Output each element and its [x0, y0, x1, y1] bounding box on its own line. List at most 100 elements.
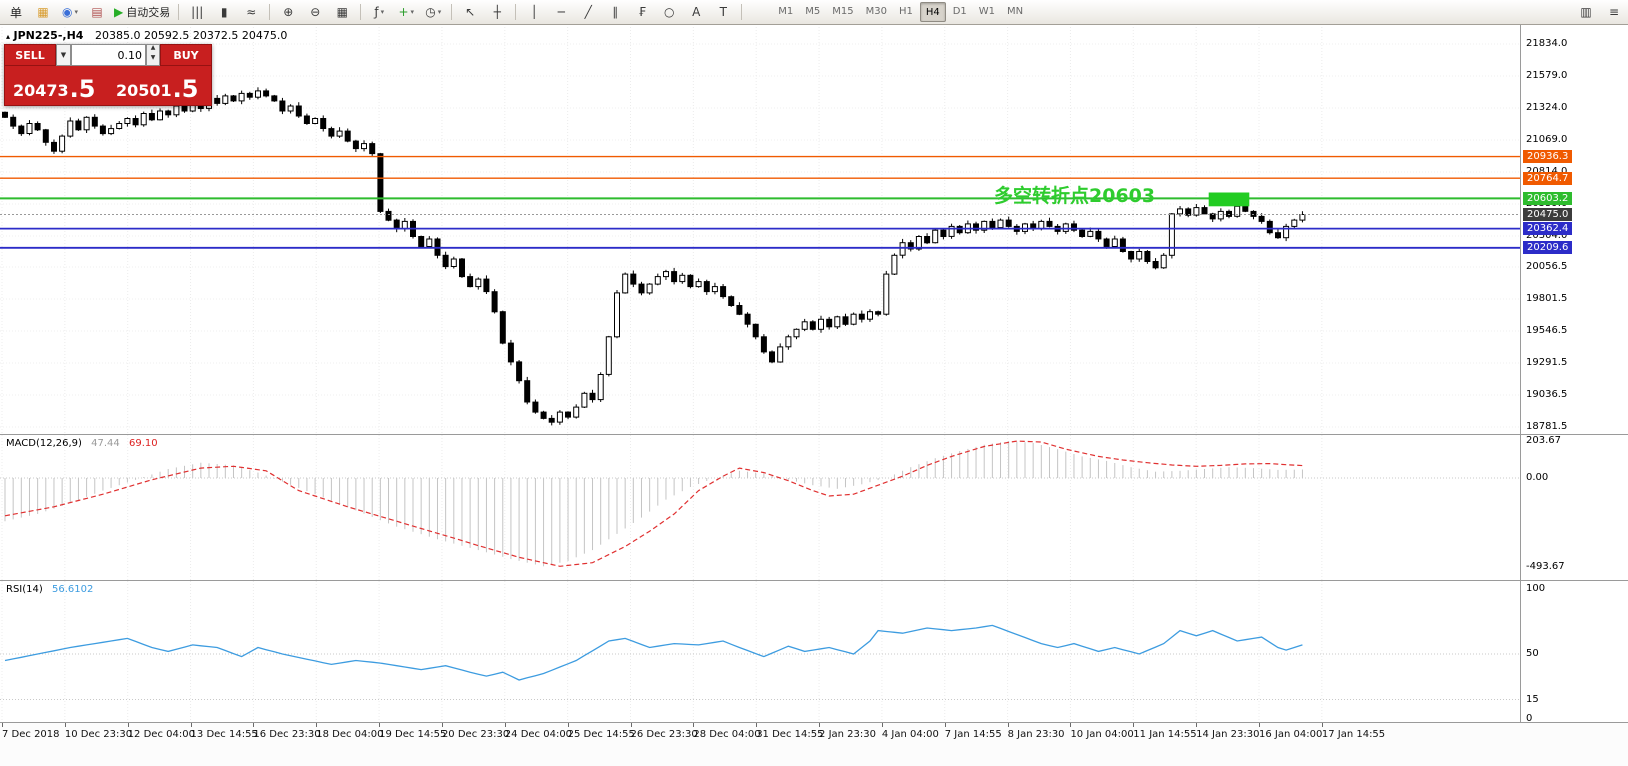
profile-icon[interactable]: ◉ ▾ [62, 5, 78, 19]
candlestick-chart-icon[interactable]: ▮ [220, 5, 228, 19]
price-scale[interactable]: 21834.021579.021324.021069.020814.020559… [1520, 24, 1628, 434]
tile-windows-icon[interactable]: ▦ [336, 5, 348, 19]
ellipse-icon[interactable]: ○ [663, 5, 675, 19]
cursor-icon[interactable]: ↖ [465, 5, 476, 19]
macd-histogram [4, 441, 1303, 567]
chart-list-icon[interactable]: ▥ [1580, 5, 1592, 19]
autotrading-button[interactable]: ▶ 自动交易 [114, 5, 171, 19]
new-order-button[interactable]: 单 [9, 5, 22, 20]
volume-input[interactable]: 0.10 [71, 44, 146, 66]
macd-scale[interactable]: 203.67 0.00 -493.67 [1520, 434, 1628, 580]
price-axis-label: 19291.5 [1526, 357, 1568, 368]
volume-down-icon[interactable]: ▼ [150, 54, 156, 61]
timeframe-m15[interactable]: M15 [832, 5, 854, 17]
trendline-icon[interactable]: ╱ [584, 5, 592, 19]
time-axis-tick [64, 723, 66, 727]
price-axis-label: 18781.5 [1526, 421, 1568, 432]
one-click-trading-panel: SELL ▼ 0.10 ▲ ▼ BUY 20473 .5 20501 .5 [4, 44, 212, 106]
chart-window-icon[interactable]: ▦ [37, 5, 49, 19]
toolbar-separator [451, 4, 453, 20]
timeframe-m1[interactable]: M1 [778, 5, 794, 17]
new-chart-icon[interactable]: + ▾ [398, 5, 415, 19]
time-axis-label: 12 Dec 04:00 [127, 729, 195, 740]
timeframe-h1[interactable]: H1 [898, 5, 913, 17]
price-axis-label: 21834.0 [1526, 38, 1568, 49]
time-axis-tick [1070, 723, 1072, 727]
buy-price-display: 20501 .5 [116, 75, 199, 103]
crosshair-icon[interactable]: ┼ [493, 5, 501, 19]
rsi-indicator-panel[interactable]: RSI(14) 56.6102 [0, 580, 1520, 723]
horizontal-line-icon[interactable]: ─ [557, 5, 565, 19]
time-axis-tick [316, 723, 318, 727]
macd-indicator-panel[interactable]: MACD(12,26,9) 47.44 69.10 [0, 434, 1520, 581]
macd-main-value: 47.44 [91, 438, 120, 449]
indicators-icon[interactable]: ƒ ▾ [374, 5, 385, 19]
time-axis-tick [881, 723, 883, 727]
channel-icon[interactable]: ∥ [612, 5, 619, 19]
zoom-out-icon[interactable]: ⊖ [310, 5, 321, 19]
rsi-scale[interactable]: 100 50 15 0 [1520, 580, 1628, 724]
price-chart-canvas[interactable] [0, 24, 1520, 434]
rsi-line [4, 624, 1303, 681]
volume-dropdown-button[interactable]: ▼ [56, 44, 71, 66]
time-axis-label: 13 Dec 14:55 [190, 729, 258, 740]
toolbar-separator [178, 4, 180, 20]
time-axis-tick [190, 723, 192, 727]
rsi-label: RSI(14) 56.6102 [6, 584, 94, 595]
sell-price-display: 20473 .5 [13, 75, 96, 103]
time-axis-label: 17 Jan 14:55 [1321, 729, 1386, 740]
time-axis-tick [2, 723, 3, 727]
price-axis-label: 19801.5 [1526, 293, 1568, 304]
time-axis-label: 26 Dec 23:30 [630, 729, 698, 740]
period-clock-icon[interactable]: ◷ ▾ [425, 5, 442, 19]
zoom-in-icon[interactable]: ⊕ [283, 5, 294, 19]
text-icon[interactable]: A [692, 5, 701, 19]
timeframe-m30[interactable]: M30 [865, 5, 887, 17]
timeframe-d1[interactable]: D1 [952, 5, 967, 17]
macd-canvas[interactable] [0, 435, 1520, 581]
price-axis-label: 21069.0 [1526, 134, 1568, 145]
price-level-badge: 20362.4 [1523, 222, 1573, 236]
rsi-value: 56.6102 [51, 584, 94, 595]
text-label-icon[interactable]: T [719, 5, 727, 19]
highlight-rectangle[interactable] [1208, 192, 1250, 207]
time-axis-label: 24 Dec 04:00 [504, 729, 573, 740]
toolbar-separator [360, 4, 362, 20]
time-axis-tick [819, 723, 821, 727]
price-axis-label: 20056.5 [1526, 261, 1568, 272]
bar-chart-icon[interactable]: ||| [191, 5, 204, 19]
time-axis[interactable]: 7 Dec 2018 10 Dec 23:30 12 Dec 04:00 13 Dec… [0, 722, 1628, 766]
timeframe-m5[interactable]: M5 [805, 5, 821, 17]
price-chart-panel[interactable]: ▴ JPN225-,H4 20385.0 20592.5 20372.5 204… [0, 24, 1520, 434]
time-axis-label: 7 Dec 2018 [2, 729, 60, 740]
chart-title: ▴ JPN225-,H4 20385.0 20592.5 20372.5 204… [6, 29, 287, 42]
toolbar-separator [741, 4, 743, 20]
price-level-badge: 20603.2 [1523, 191, 1573, 205]
rsi-canvas[interactable] [0, 581, 1520, 723]
history-center-icon[interactable]: ▤ [91, 5, 103, 19]
candlestick-series [2, 87, 1306, 426]
timeframe-h4[interactable]: H4 [919, 2, 946, 22]
timeframe-mn[interactable]: MN [1007, 5, 1024, 17]
timeframe-w1[interactable]: W1 [978, 5, 996, 17]
sell-button[interactable]: SELL [4, 44, 56, 66]
time-axis-tick [1133, 723, 1135, 727]
price-axis-label: 21579.0 [1526, 70, 1568, 81]
volume-up-icon[interactable]: ▲ [150, 44, 156, 51]
vertical-line-icon[interactable]: │ [530, 5, 538, 19]
toolbar-right-icons: ▥ ≡ [1573, 2, 1628, 22]
buy-button[interactable]: BUY [160, 44, 212, 66]
time-axis-label: 10 Jan 04:00 [1070, 729, 1134, 740]
price-level-badge: 20936.3 [1523, 150, 1573, 164]
time-axis-tick [504, 723, 506, 727]
macd-axis-label: 0.00 [1526, 472, 1549, 483]
fibonacci-icon[interactable]: ₣ [638, 5, 647, 19]
volume-stepper[interactable]: ▲ ▼ [146, 44, 160, 66]
time-axis-label: 11 Jan 14:55 [1133, 729, 1197, 740]
time-axis-label: 10 Dec 23:30 [64, 729, 133, 740]
time-axis-label: 28 Dec 04:00 [693, 729, 761, 740]
toolbar-separator [515, 4, 517, 20]
time-axis-tick [379, 723, 381, 727]
menu-icon[interactable]: ≡ [1608, 5, 1620, 19]
line-chart-icon[interactable]: ≈ [246, 5, 257, 19]
